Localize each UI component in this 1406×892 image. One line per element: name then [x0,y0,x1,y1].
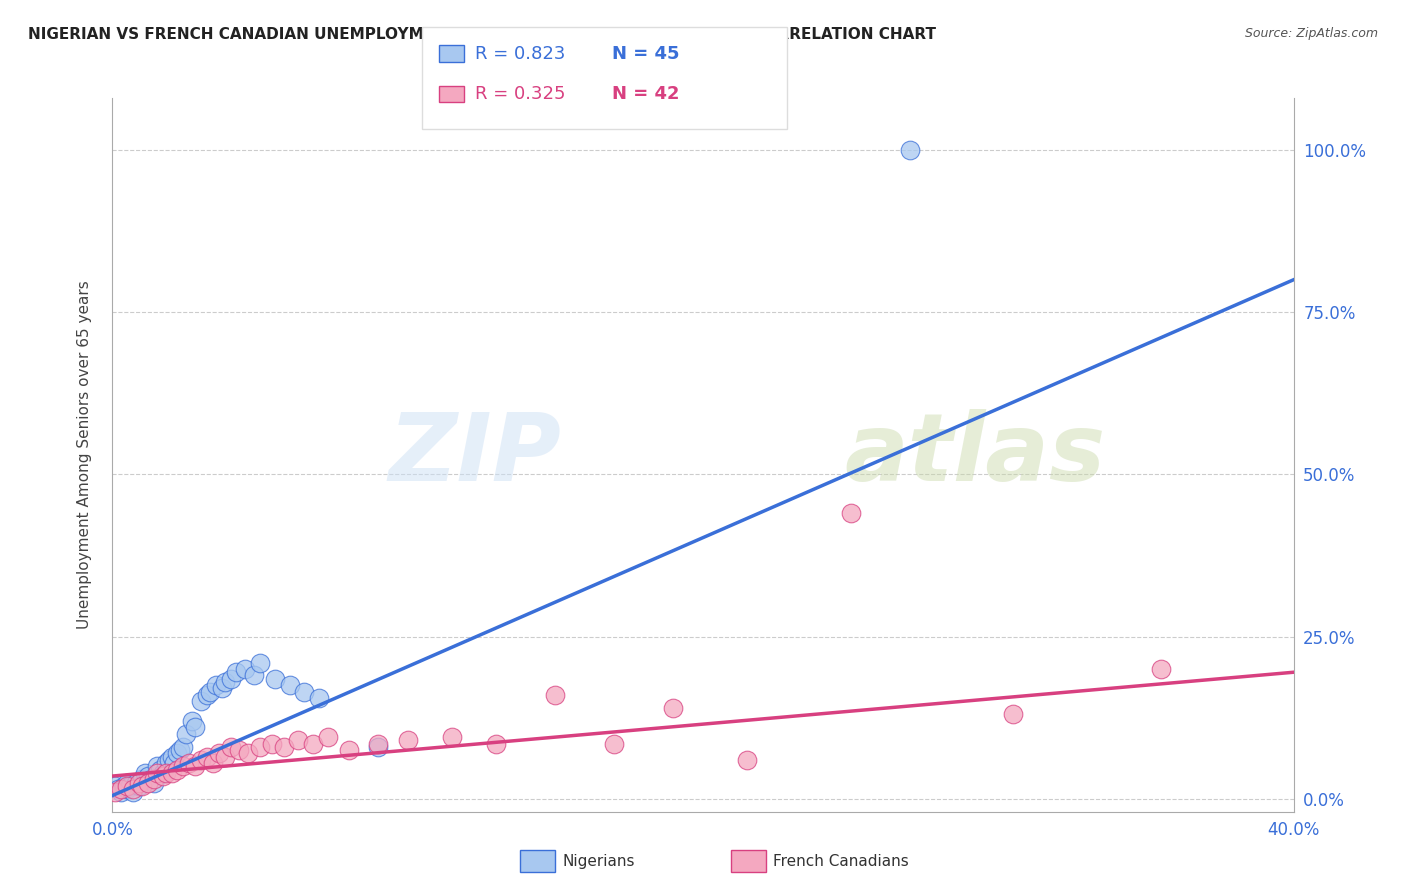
Point [131,779,153,793]
Point [225,665,247,680]
Point [201,756,224,770]
Point [125,775,148,789]
Text: R = 0.823: R = 0.823 [475,45,565,62]
Point [142,775,165,789]
Text: ZIP: ZIP [388,409,561,501]
Point [737,753,759,767]
Point [273,739,295,754]
Point [249,656,271,670]
Point [249,739,271,754]
Point [174,727,197,741]
Point [110,782,132,797]
Text: Source: ZipAtlas.com: Source: ZipAtlas.com [1244,27,1378,40]
Point [211,681,233,696]
Y-axis label: Unemployment Among Seniors over 65 years: Unemployment Among Seniors over 65 years [77,281,91,629]
Point [243,668,266,682]
Point [1150,662,1173,676]
Text: French Canadians: French Canadians [773,855,910,869]
Point [122,785,145,799]
Point [544,688,567,702]
Point [166,747,188,761]
Point [190,753,212,767]
Point [302,737,325,751]
Point [160,749,183,764]
Point [112,779,135,793]
Point [117,782,138,797]
Point [603,737,626,751]
Text: Nigerians: Nigerians [562,855,636,869]
Point [228,743,250,757]
Point [1001,707,1024,722]
Point [146,765,169,780]
Point [287,733,309,747]
Point [152,765,174,780]
Point [219,739,242,754]
Point [208,747,231,761]
Point [214,675,236,690]
Point [195,688,218,702]
Text: R = 0.325: R = 0.325 [475,85,565,103]
Point [839,506,862,520]
Point [131,772,153,787]
Point [292,684,315,698]
Point [308,691,330,706]
Point [260,737,283,751]
Point [184,720,207,734]
Point [117,779,138,793]
Point [120,779,142,793]
Point [316,730,339,744]
Point [264,672,287,686]
Point [337,743,360,757]
Point [181,714,204,728]
Text: atlas: atlas [845,409,1107,501]
Point [169,743,191,757]
Point [219,672,242,686]
Point [163,756,186,770]
Point [166,763,188,777]
Point [142,772,165,787]
Point [214,749,236,764]
Text: N = 42: N = 42 [612,85,679,103]
Point [149,763,172,777]
Point [128,779,150,793]
Point [367,739,389,754]
Point [233,662,256,676]
Point [184,759,207,773]
Point [128,775,150,789]
Point [278,678,301,692]
Point [157,753,180,767]
Point [155,756,177,770]
Point [136,775,159,789]
Point [136,769,159,783]
Point [396,733,419,747]
Point [146,759,169,773]
Point [441,730,464,744]
Point [190,694,212,708]
Point [104,779,127,793]
Point [662,701,685,715]
Point [172,759,194,773]
Point [134,765,156,780]
Text: NIGERIAN VS FRENCH CANADIAN UNEMPLOYMENT AMONG SENIORS OVER 65 YEARS CORRELATION: NIGERIAN VS FRENCH CANADIAN UNEMPLOYMENT… [28,27,936,42]
Point [110,785,132,799]
Point [195,749,218,764]
Text: N = 45: N = 45 [612,45,679,62]
Point [139,772,162,787]
Point [107,782,129,797]
Point [155,765,177,780]
Point [238,747,260,761]
Point [367,737,389,751]
Point [122,782,145,797]
Point [172,739,194,754]
Point [160,765,183,780]
Point [485,737,508,751]
Point [104,785,127,799]
Point [117,775,138,789]
Point [205,678,228,692]
Point [152,769,174,783]
Point [179,756,201,770]
Point [898,143,921,157]
Point [198,684,221,698]
